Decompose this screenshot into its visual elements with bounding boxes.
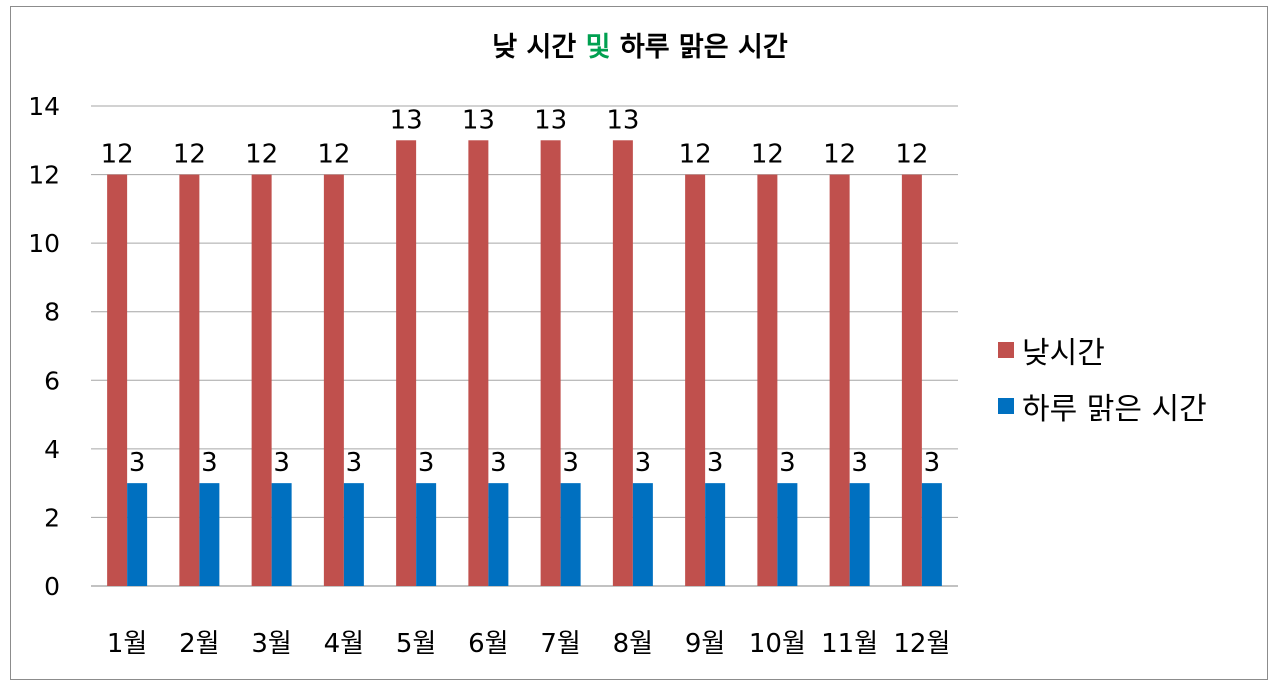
x-tick-label: 4월 <box>324 629 364 659</box>
x-tick-label: 12월 <box>893 629 950 659</box>
x-tick-label: 5월 <box>396 629 436 659</box>
data-labels: 12 3 12 3 12 3 12 3 13 3 13 3 13 3 13 3 12 3 12 3 12 3 12 3 <box>101 105 941 478</box>
bar-daylight <box>323 174 344 587</box>
bar-clear <box>921 483 942 586</box>
data-label-daylight: 12 <box>245 140 278 170</box>
bar-daylight <box>179 174 200 587</box>
data-label-clear: 3 <box>201 448 218 478</box>
x-tick-label: 10월 <box>749 629 806 659</box>
bar-daylight <box>540 140 561 587</box>
data-label-daylight: 12 <box>317 140 350 170</box>
data-label-daylight: 12 <box>823 140 856 170</box>
data-label-clear: 3 <box>129 448 146 478</box>
legend-swatch <box>998 398 1014 414</box>
bar-clear <box>849 483 870 586</box>
data-label-daylight: 12 <box>679 140 712 170</box>
x-tick-label: 2월 <box>179 629 219 659</box>
bar-clear <box>271 483 292 586</box>
y-tick-label: 12 <box>28 161 60 190</box>
x-tick-label: 6월 <box>468 629 508 659</box>
y-tick-label: 0 <box>44 572 60 601</box>
x-tick-label: 11월 <box>821 629 878 659</box>
data-label-clear: 3 <box>418 448 435 478</box>
data-label-daylight: 12 <box>751 140 784 170</box>
y-tick-label: 14 <box>28 92 60 121</box>
data-label-clear: 3 <box>924 448 941 478</box>
data-label-daylight: 13 <box>390 105 423 135</box>
y-tick-label: 8 <box>44 298 60 327</box>
bar-clear <box>632 483 653 586</box>
chart-title: 낮 시간 및 하루 맑은 시간 <box>492 32 788 63</box>
data-label-clear: 3 <box>851 448 868 478</box>
gridlines <box>91 105 958 587</box>
data-label-daylight: 13 <box>606 105 639 135</box>
data-label-daylight: 12 <box>173 140 206 170</box>
bar-daylight <box>685 174 706 587</box>
y-tick-label: 4 <box>44 435 60 464</box>
data-label-daylight: 12 <box>895 140 928 170</box>
y-tick-label: 2 <box>44 503 60 532</box>
data-label-clear: 3 <box>273 448 290 478</box>
y-tick-label: 10 <box>28 229 60 258</box>
bar-daylight <box>757 174 778 587</box>
data-label-clear: 3 <box>490 448 507 478</box>
data-label-clear: 3 <box>635 448 652 478</box>
bar-daylight <box>901 174 922 587</box>
bars <box>107 140 942 587</box>
x-tick-label: 7월 <box>540 629 580 659</box>
data-label-daylight: 13 <box>462 105 495 135</box>
data-label-daylight: 13 <box>534 105 567 135</box>
x-tick-label: 1월 <box>107 629 147 659</box>
chart-title-part1: 낮 시간 <box>492 32 585 63</box>
data-label-clear: 3 <box>562 448 579 478</box>
x-tick-label: 8월 <box>613 629 653 659</box>
bar-clear <box>777 483 798 586</box>
bar-clear <box>127 483 148 586</box>
bar-clear <box>560 483 581 586</box>
legend-label: 하루 맑은 시간 <box>1022 392 1207 427</box>
bar-clear <box>199 483 220 586</box>
x-tick-label: 9월 <box>685 629 725 659</box>
bar-daylight <box>829 174 850 587</box>
bar-daylight <box>612 140 633 587</box>
chart-title-highlight: 및 <box>586 32 611 63</box>
x-axis-categories: 1월 2월 3월 4월 5월 6월 7월 8월 9월 10월 11월 12월 <box>107 629 950 659</box>
bar-daylight <box>251 174 272 587</box>
bar-daylight <box>107 174 128 587</box>
bar-clear <box>705 483 726 586</box>
data-label-clear: 3 <box>346 448 363 478</box>
bar-clear <box>488 483 509 586</box>
data-label-clear: 3 <box>707 448 724 478</box>
bar-daylight <box>396 140 417 587</box>
legend-label: 낮시간 <box>1022 336 1105 371</box>
data-label-clear: 3 <box>779 448 796 478</box>
bar-clear <box>343 483 364 586</box>
legend-swatch <box>998 342 1014 358</box>
bar-daylight <box>468 140 489 587</box>
data-label-daylight: 12 <box>101 140 134 170</box>
y-axis-ticks: 0 2 4 6 8 10 12 14 <box>28 92 60 601</box>
x-tick-label: 3월 <box>251 629 291 659</box>
y-tick-label: 6 <box>44 366 60 395</box>
chart-title-part2: 하루 맑은 시간 <box>610 32 787 63</box>
bar-clear <box>416 483 437 586</box>
